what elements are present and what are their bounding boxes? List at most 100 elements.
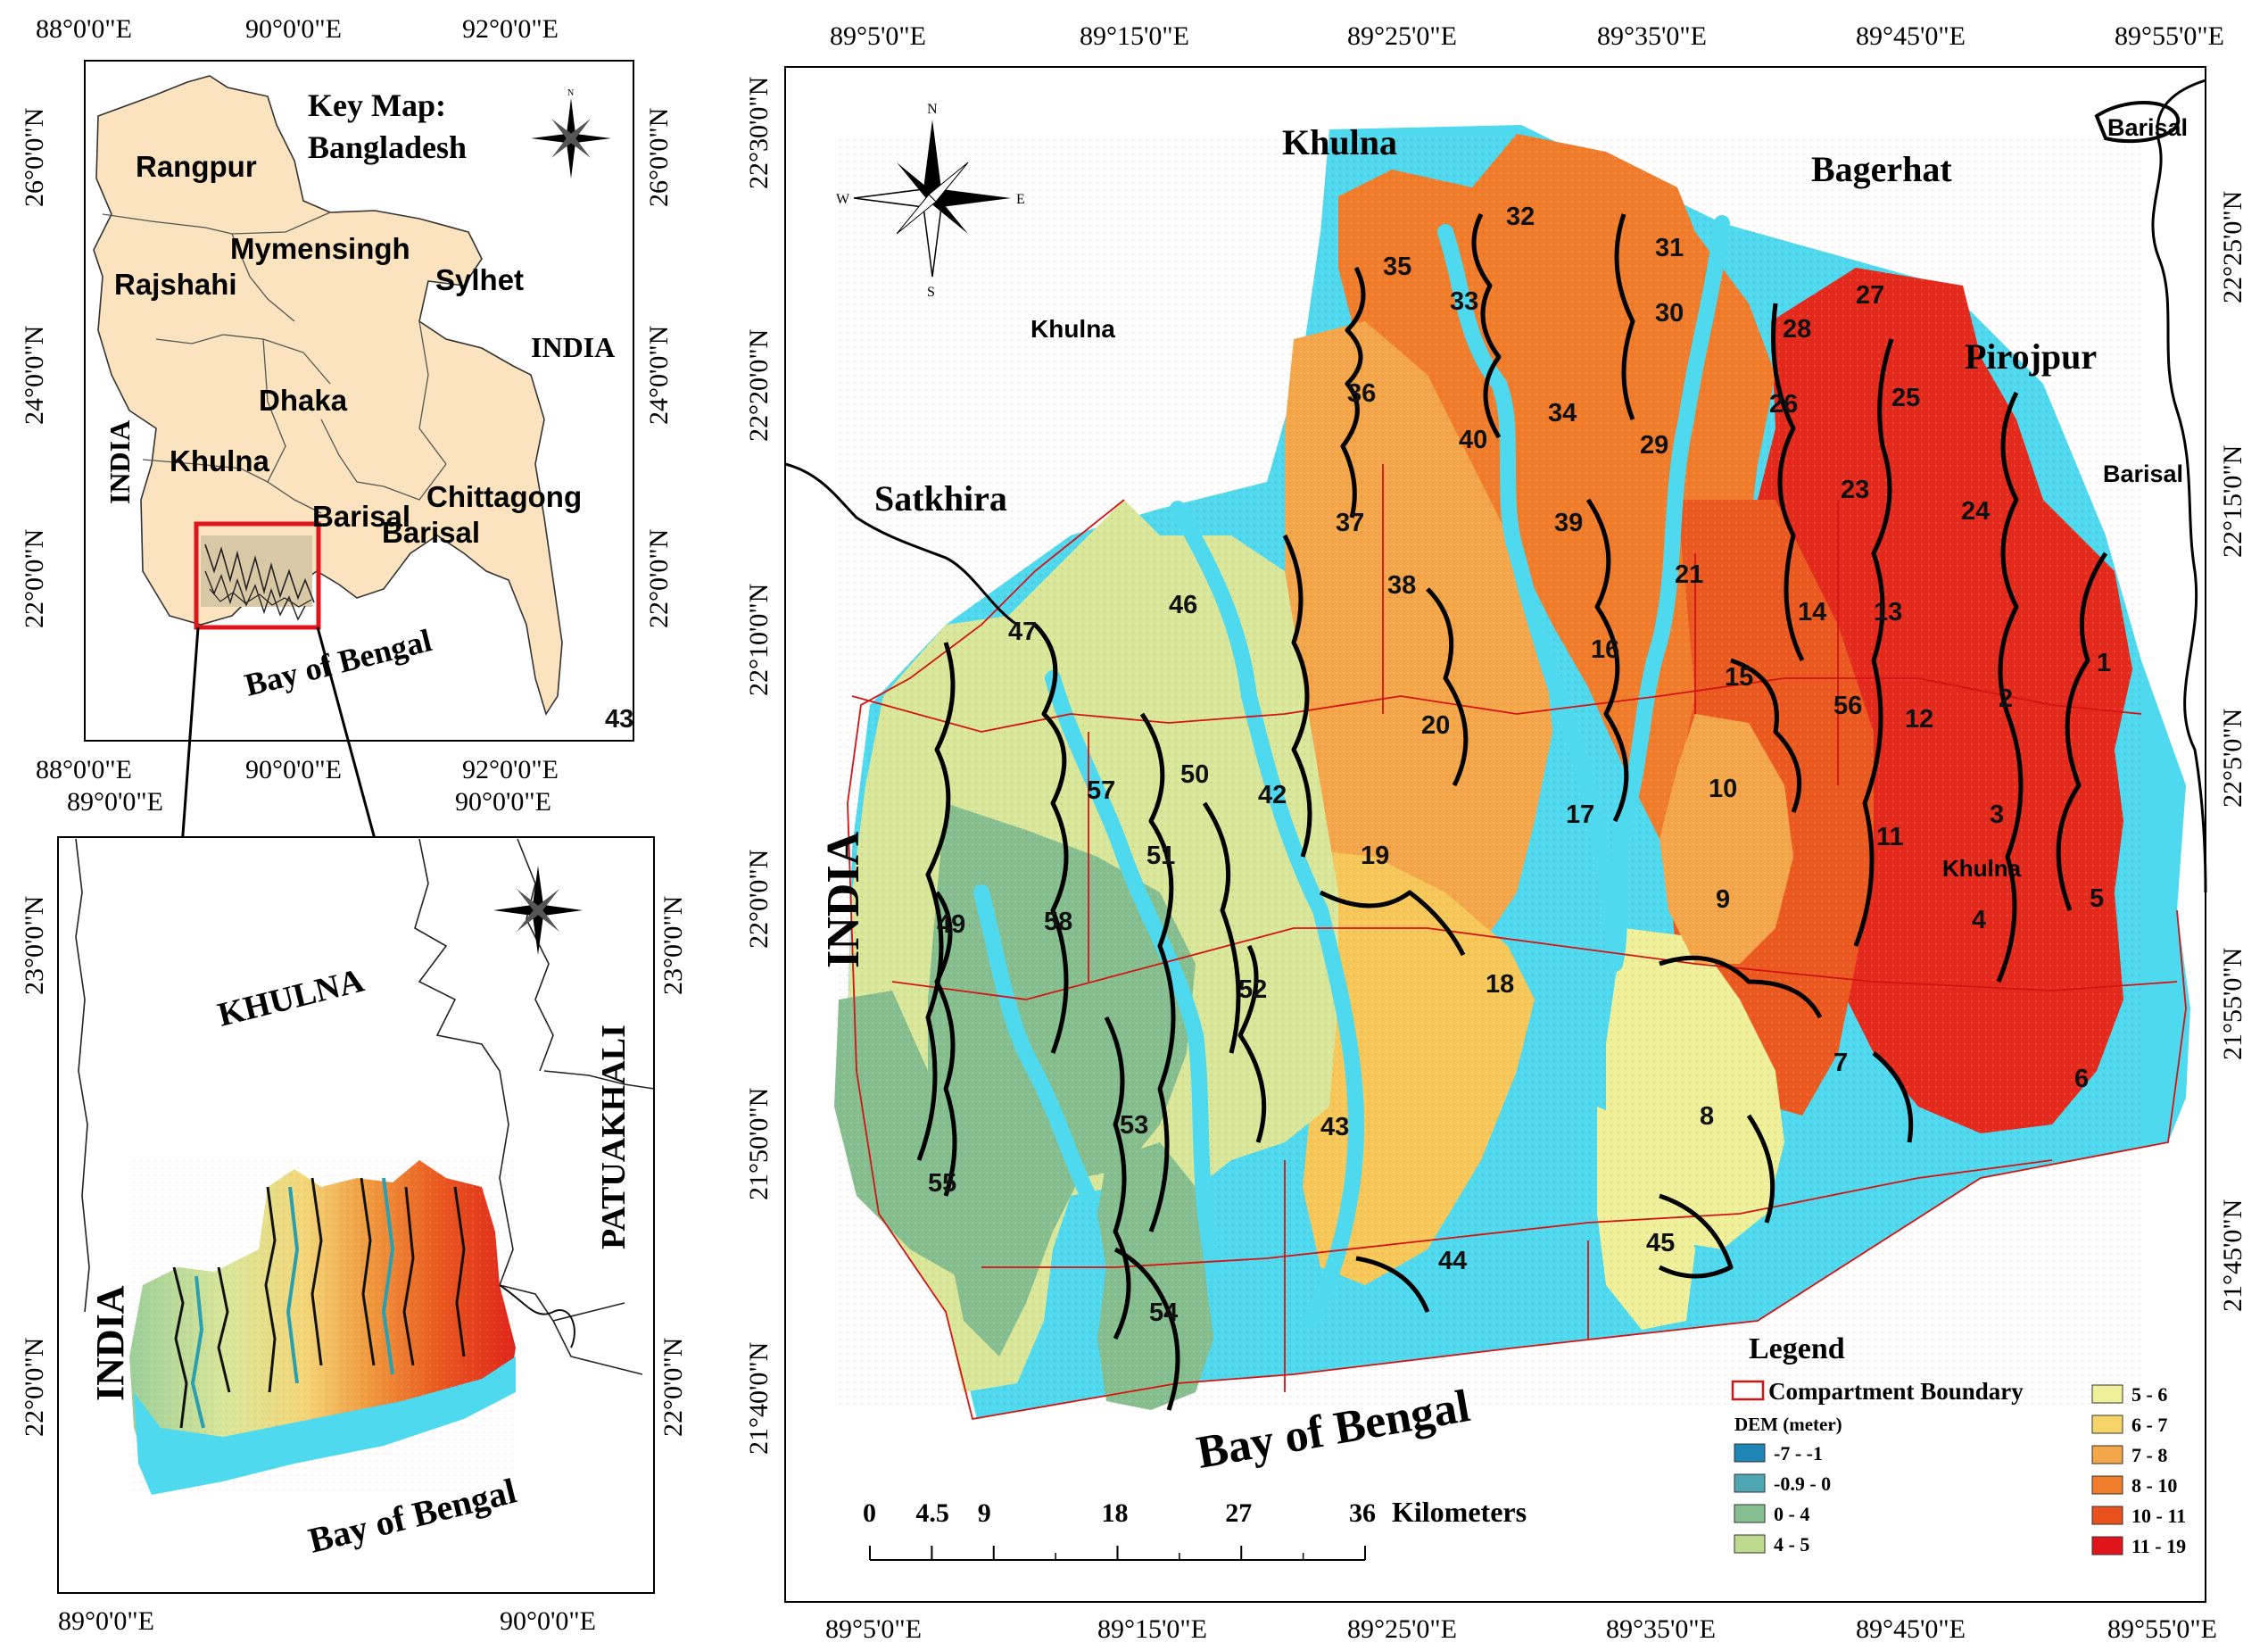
legend-boundary-swatch — [1731, 1380, 1765, 1401]
svg-text:1: 1 — [2097, 649, 2111, 677]
svg-text:22°0'0"N: 22°0'0"N — [658, 1338, 688, 1437]
svg-text:56: 56 — [1833, 692, 1862, 720]
legend-swatch — [1734, 1504, 1766, 1523]
district-label: PATUAKHALI — [595, 1025, 633, 1249]
scale-tick-label: 36 — [1349, 1498, 1376, 1528]
legend-swatch — [1734, 1534, 1766, 1554]
svg-text:INDIA: INDIA — [818, 831, 869, 968]
svg-text:22°0'0"N: 22°0'0"N — [644, 529, 674, 628]
svg-text:40: 40 — [1459, 426, 1487, 454]
svg-text:43: 43 — [1320, 1113, 1349, 1141]
svg-text:Khulna: Khulna — [1031, 315, 1115, 343]
svg-text:Pirojpur: Pirojpur — [1965, 336, 2097, 377]
legend: Legend Compartment Boundary DEM (meter) … — [1731, 1332, 2186, 1557]
key-map-panel: Key Map: Bangladesh Rangpur Mymensingh S… — [20, 14, 674, 784]
svg-text:8: 8 — [1700, 1102, 1714, 1131]
svg-text:18: 18 — [1486, 970, 1514, 999]
svg-text:26: 26 — [1769, 390, 1798, 419]
svg-text:22°0'0"N: 22°0'0"N — [20, 529, 49, 628]
division-label: Barisal — [382, 516, 480, 549]
svg-text:22°0'0"N: 22°0'0"N — [744, 850, 774, 949]
svg-text:52: 52 — [1238, 975, 1267, 1004]
svg-text:89°0'0"E: 89°0'0"E — [58, 1606, 154, 1636]
north-arrow-icon: N S W E — [836, 102, 1025, 300]
district-map-ticks: 89°0'0"E 90°0'0"E 89°0'0"E 90°0'0"E 23°0… — [20, 787, 688, 1636]
svg-text:4: 4 — [1972, 906, 1986, 934]
legend-class-label: 10 - 11 — [2131, 1505, 2186, 1527]
legend-swatch — [2091, 1415, 2123, 1434]
svg-text:88°0'0"E: 88°0'0"E — [36, 14, 132, 44]
svg-text:28: 28 — [1783, 315, 1811, 344]
svg-text:24: 24 — [1961, 497, 1990, 526]
svg-text:38: 38 — [1387, 571, 1416, 600]
scale-unit: Kilometers — [1392, 1496, 1527, 1528]
legend-swatch — [2091, 1475, 2123, 1495]
svg-text:N: N — [567, 88, 574, 98]
svg-text:9: 9 — [1716, 885, 1730, 914]
svg-text:53: 53 — [1120, 1111, 1148, 1140]
neighbor-label: INDIA — [103, 420, 136, 504]
key-map-title-2: Bangladesh — [308, 129, 467, 165]
legend-class-label: 0 - 4 — [1774, 1503, 1809, 1525]
svg-text:21°50'0"N: 21°50'0"N — [744, 1088, 774, 1200]
svg-text:35: 35 — [1383, 253, 1411, 281]
division-label: Mymensingh — [230, 232, 410, 265]
svg-text:31: 31 — [1655, 234, 1684, 262]
svg-text:10: 10 — [1709, 775, 1737, 803]
svg-text:2: 2 — [1999, 684, 2013, 713]
svg-text:29: 29 — [1640, 431, 1668, 460]
svg-text:21: 21 — [1675, 560, 1703, 589]
svg-text:54: 54 — [1149, 1298, 1178, 1327]
key-map-title-1: Key Map: — [308, 87, 446, 123]
svg-text:58: 58 — [1044, 908, 1072, 936]
svg-text:13: 13 — [1874, 598, 1902, 626]
svg-text:27: 27 — [1856, 281, 1884, 310]
svg-text:N: N — [927, 102, 938, 117]
svg-text:89°5'0"E: 89°5'0"E — [830, 21, 926, 51]
compartment-labels: 1 2 3 4 5 6 7 8 9 10 11 12 13 14 15 16 1… — [605, 203, 2111, 1327]
svg-text:19: 19 — [1361, 842, 1389, 870]
svg-text:89°15'0"E: 89°15'0"E — [1097, 1614, 1207, 1644]
legend-class-label: 6 - 7 — [2131, 1414, 2167, 1436]
svg-text:17: 17 — [1566, 801, 1594, 829]
svg-text:S: S — [927, 285, 935, 300]
svg-text:36: 36 — [1347, 379, 1376, 408]
svg-text:57: 57 — [1087, 776, 1115, 805]
legend-class-label: 7 - 8 — [2131, 1444, 2167, 1466]
svg-text:49: 49 — [937, 910, 965, 939]
legend-class-label: 4 - 5 — [1774, 1533, 1809, 1556]
division-label: Rajshahi — [114, 268, 237, 301]
svg-text:34: 34 — [1548, 399, 1577, 427]
svg-text:26°0'0"N: 26°0'0"N — [20, 108, 49, 207]
scale-bar: 0 4.5 9 18 27 36 Kilometers — [863, 1496, 1527, 1561]
scale-tick-label: 18 — [1102, 1498, 1129, 1528]
svg-text:92°0'0"E: 92°0'0"E — [462, 755, 559, 784]
svg-text:15: 15 — [1725, 663, 1753, 692]
legend-class-label: 5 - 6 — [2131, 1383, 2167, 1406]
division-label: Dhaka — [259, 384, 348, 417]
svg-text:25: 25 — [1891, 384, 1920, 412]
scale-tick-label: 4.5 — [915, 1498, 949, 1528]
svg-text:22°10'0"N: 22°10'0"N — [744, 584, 774, 696]
svg-text:89°45'0"E: 89°45'0"E — [1856, 21, 1966, 51]
svg-text:24°0'0"N: 24°0'0"N — [644, 326, 674, 425]
svg-text:23°0'0"N: 23°0'0"N — [658, 896, 688, 995]
svg-text:39: 39 — [1554, 509, 1583, 537]
svg-text:5: 5 — [2090, 884, 2104, 913]
svg-text:22°15'0"N: 22°15'0"N — [2218, 445, 2247, 558]
svg-text:W: W — [836, 192, 850, 207]
north-arrow-icon: N — [531, 88, 611, 178]
svg-text:Bagerhat: Bagerhat — [1811, 149, 1952, 189]
svg-text:30: 30 — [1655, 299, 1684, 328]
neighbor-label: INDIA — [531, 331, 615, 363]
svg-text:Satkhira: Satkhira — [874, 478, 1007, 519]
svg-text:E: E — [1016, 192, 1025, 207]
svg-text:89°15'0"E: 89°15'0"E — [1080, 21, 1189, 51]
svg-text:43: 43 — [605, 705, 633, 734]
svg-text:51: 51 — [1146, 842, 1175, 870]
svg-text:89°45'0"E: 89°45'0"E — [1856, 1614, 1966, 1644]
svg-text:12: 12 — [1905, 705, 1933, 734]
svg-text:11: 11 — [1876, 823, 1904, 851]
svg-text:89°35'0"E: 89°35'0"E — [1597, 21, 1707, 51]
